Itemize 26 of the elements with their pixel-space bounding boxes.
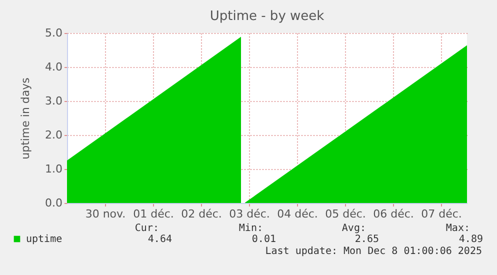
x-tick-label: 05 déc.: [325, 208, 366, 220]
y-axis-title: uptime in days: [19, 77, 32, 160]
y-tick-label: 1.0: [45, 162, 62, 176]
x-tick-label: 06 déc.: [373, 208, 414, 220]
text: 0.01: [252, 234, 276, 245]
legend-label: uptime: [26, 234, 62, 245]
text: 2.65: [354, 234, 379, 245]
text: Cur:: [134, 223, 159, 234]
text: Max:: [446, 223, 470, 234]
y-tick-label: 2.0: [45, 128, 62, 142]
y-tick-label: 3.0: [45, 94, 62, 108]
x-tick-label: 02 déc.: [181, 208, 222, 220]
x-tick-label: 04 déc.: [277, 208, 318, 220]
y-tick-label: 0.0: [45, 196, 62, 210]
x-tick-label: 07 déc.: [421, 208, 462, 220]
x-tick-label: 01 déc.: [133, 208, 174, 220]
text: Last update: Mon Dec 8 01:00:06 2025: [265, 246, 482, 257]
x-tick-label: 03 déc.: [229, 208, 270, 220]
chart-title: Uptime - by week: [210, 9, 325, 24]
y-tick-label: 5.0: [45, 26, 62, 40]
text: 4.89: [458, 234, 483, 245]
y-tick-label: 4.0: [45, 60, 62, 74]
x-tick-label: 30 nov.: [85, 208, 126, 220]
text: Avg:: [342, 223, 366, 234]
text: 4.64: [148, 234, 172, 245]
text: Min:: [238, 223, 263, 234]
